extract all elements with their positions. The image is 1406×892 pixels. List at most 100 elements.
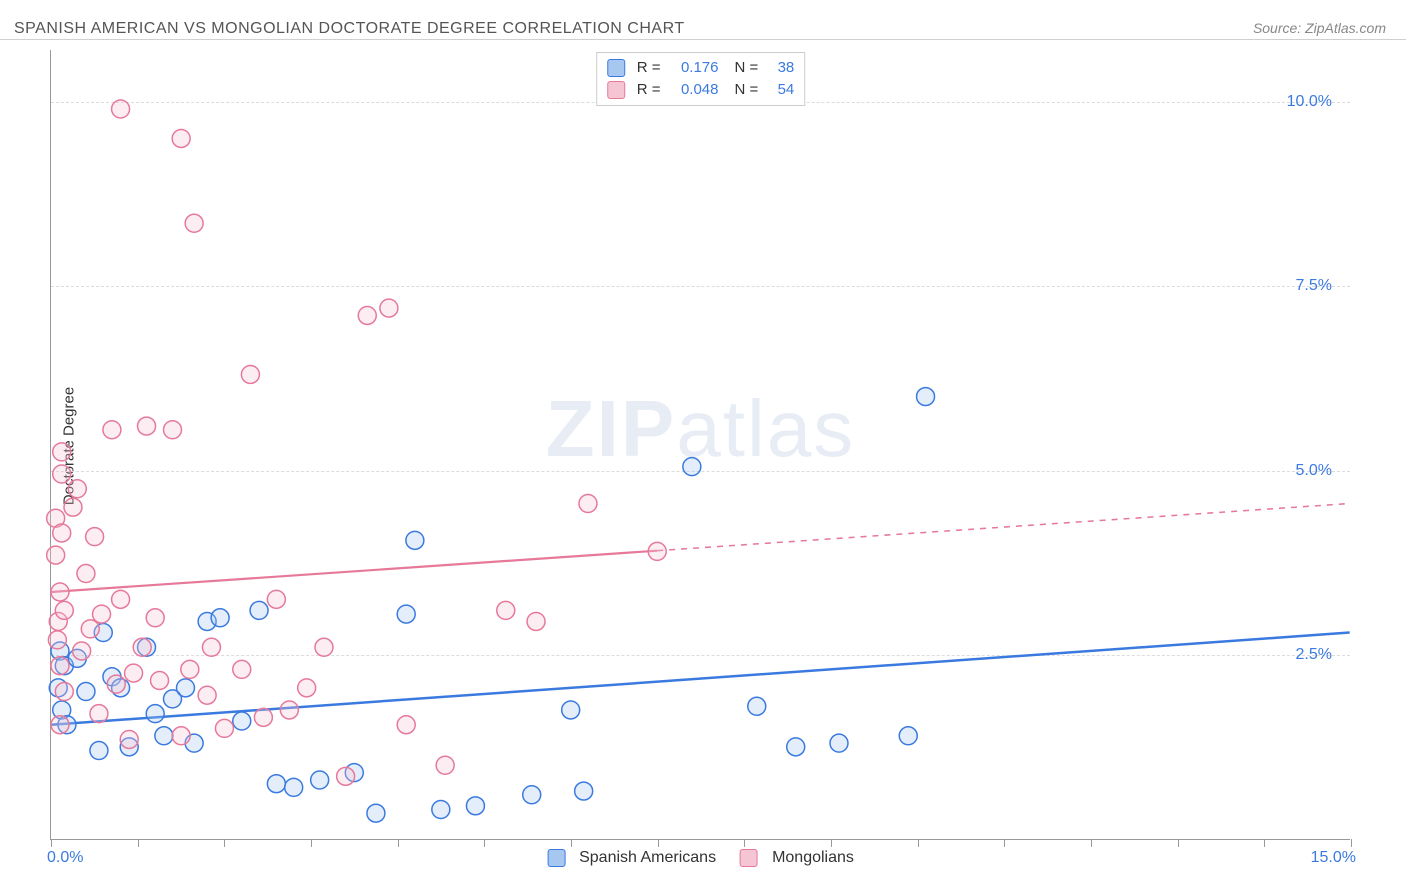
n-value-series-0: 38 xyxy=(770,57,794,79)
data-point xyxy=(51,583,69,601)
watermark: ZIPatlas xyxy=(546,383,855,475)
data-point xyxy=(103,421,121,439)
data-point xyxy=(185,214,203,232)
legend-item-series-1: Mongolians xyxy=(740,849,854,867)
data-point xyxy=(48,631,66,649)
trend-line-solid xyxy=(51,551,657,592)
x-tick xyxy=(1264,839,1265,847)
data-point xyxy=(73,642,91,660)
data-point xyxy=(53,443,71,461)
data-point xyxy=(133,638,151,656)
data-point xyxy=(198,686,216,704)
data-point xyxy=(497,601,515,619)
data-point xyxy=(241,365,259,383)
data-point xyxy=(53,465,71,483)
data-point xyxy=(748,697,766,715)
x-tick-label-max: 15.0% xyxy=(1311,849,1356,867)
data-point xyxy=(164,690,182,708)
data-point xyxy=(899,727,917,745)
data-point xyxy=(648,542,666,560)
n-value-series-1: 54 xyxy=(770,79,794,101)
data-point xyxy=(107,675,125,693)
data-point xyxy=(172,129,190,147)
data-point xyxy=(146,705,164,723)
data-point xyxy=(55,657,73,675)
data-point xyxy=(683,458,701,476)
data-point xyxy=(51,716,69,734)
data-point xyxy=(562,701,580,719)
data-point xyxy=(311,771,329,789)
y-tick-label: 7.5% xyxy=(1296,277,1332,295)
watermark-zip: ZIP xyxy=(546,384,676,473)
data-point xyxy=(233,660,251,678)
gridline xyxy=(51,655,1350,656)
data-point xyxy=(53,701,71,719)
data-point xyxy=(254,708,272,726)
stats-row-series-1: R = 0.048 N = 54 xyxy=(607,79,795,101)
data-point xyxy=(103,668,121,686)
x-tick xyxy=(571,839,572,847)
data-point xyxy=(68,649,86,667)
r-value-series-1: 0.048 xyxy=(669,79,719,101)
trend-lines xyxy=(51,50,1350,839)
data-point xyxy=(120,730,138,748)
data-point xyxy=(49,679,67,697)
n-label: N = xyxy=(735,79,759,101)
stats-legend-box: R = 0.176 N = 38 R = 0.048 N = 54 xyxy=(596,52,806,106)
data-point xyxy=(579,495,597,513)
data-point xyxy=(345,764,363,782)
swatch-series-0 xyxy=(547,849,565,867)
data-point xyxy=(298,679,316,697)
data-point xyxy=(527,612,545,630)
data-point xyxy=(155,727,173,745)
n-label: N = xyxy=(735,57,759,79)
data-point xyxy=(466,797,484,815)
data-point xyxy=(112,100,130,118)
trend-line-dashed xyxy=(657,503,1349,550)
x-tick xyxy=(311,839,312,847)
swatch-series-1 xyxy=(740,849,758,867)
scatter-plot: ZIPatlas 2.5%5.0%7.5%10.0% R = 0.176 N =… xyxy=(50,50,1350,840)
r-label: R = xyxy=(637,57,661,79)
data-point xyxy=(55,601,73,619)
data-point xyxy=(315,638,333,656)
data-point xyxy=(77,683,95,701)
data-point xyxy=(202,638,220,656)
data-point xyxy=(432,801,450,819)
data-point xyxy=(120,738,138,756)
data-point xyxy=(51,642,69,660)
legend-label-series-1: Mongolians xyxy=(772,849,854,867)
data-point xyxy=(181,660,199,678)
data-point xyxy=(523,786,541,804)
x-tick xyxy=(484,839,485,847)
data-point xyxy=(250,601,268,619)
data-point xyxy=(94,624,112,642)
source-prefix: Source: xyxy=(1253,20,1305,36)
gridline xyxy=(51,286,1350,287)
x-tick xyxy=(744,839,745,847)
x-tick xyxy=(1178,839,1179,847)
data-point xyxy=(367,804,385,822)
x-tick xyxy=(138,839,139,847)
data-point xyxy=(397,605,415,623)
data-point xyxy=(68,480,86,498)
data-point xyxy=(90,742,108,760)
x-tick xyxy=(1004,839,1005,847)
y-tick-label: 10.0% xyxy=(1287,93,1332,111)
x-tick xyxy=(918,839,919,847)
data-point xyxy=(49,612,67,630)
legend: Spanish Americans Mongolians xyxy=(547,849,854,867)
data-point xyxy=(90,705,108,723)
data-point xyxy=(164,421,182,439)
data-point xyxy=(787,738,805,756)
data-point xyxy=(47,509,65,527)
data-point xyxy=(81,620,99,638)
x-tick xyxy=(224,839,225,847)
data-point xyxy=(337,767,355,785)
x-tick xyxy=(51,839,52,847)
data-point xyxy=(436,756,454,774)
data-point xyxy=(830,734,848,752)
swatch-series-1 xyxy=(607,81,625,99)
data-point xyxy=(53,524,71,542)
data-point xyxy=(86,528,104,546)
